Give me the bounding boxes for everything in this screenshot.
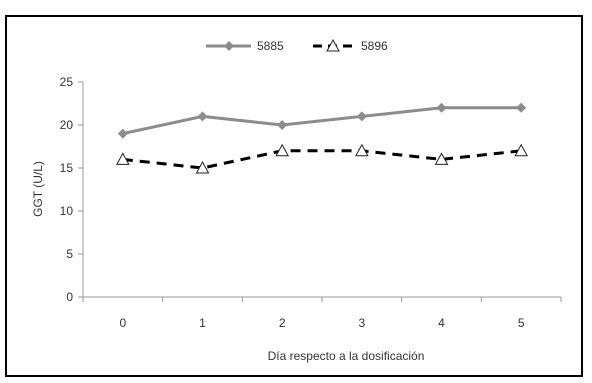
x-tick-label: 0 xyxy=(119,316,126,330)
y-tick-label: 10 xyxy=(60,204,74,218)
y-tick-label: 20 xyxy=(60,118,74,132)
data-point-5885-0 xyxy=(117,128,128,139)
y-tick-label: 0 xyxy=(66,290,73,304)
chart-frame xyxy=(5,15,583,377)
legend-label-5896: 5896 xyxy=(361,39,388,53)
data-point-5896-2 xyxy=(275,143,290,157)
series-line-5885 xyxy=(122,106,522,136)
y-tick-label: 15 xyxy=(60,161,74,175)
series-layer xyxy=(115,102,529,174)
y-tick-label: 5 xyxy=(66,247,73,261)
x-axis-label: Día respecto a la dosificación xyxy=(268,349,425,363)
x-axis-ticks: 0 1 2 3 4 5 xyxy=(82,297,562,330)
data-point-5896-3 xyxy=(354,143,369,157)
y-tick-label: 25 xyxy=(60,75,74,89)
data-point-5896-0 xyxy=(115,152,130,165)
legend-marker-5885 xyxy=(224,41,234,51)
legend: 5885 5896 xyxy=(206,38,388,53)
x-tick-label: 1 xyxy=(199,316,206,330)
x-tick-label: 3 xyxy=(358,316,365,330)
legend-marker-5896 xyxy=(326,38,340,52)
x-tick-label: 2 xyxy=(279,316,286,330)
series-line-5896 xyxy=(122,149,522,170)
y-axis-label: GGT (U/L) xyxy=(31,161,45,217)
data-point-5896-1 xyxy=(195,160,210,174)
data-point-5885-1 xyxy=(197,111,208,122)
x-tick-label: 4 xyxy=(438,316,445,330)
legend-label-5885: 5885 xyxy=(257,39,284,53)
data-point-5896-4 xyxy=(434,152,449,165)
y-axis-ticks: 0 5 10 15 20 25 xyxy=(60,75,83,304)
data-point-5885-3 xyxy=(356,111,367,122)
data-point-5885-5 xyxy=(516,102,527,113)
data-point-5896-5 xyxy=(514,143,529,157)
x-tick-label: 5 xyxy=(518,316,525,330)
data-point-5885-2 xyxy=(277,120,288,130)
data-point-5885-4 xyxy=(436,102,447,113)
